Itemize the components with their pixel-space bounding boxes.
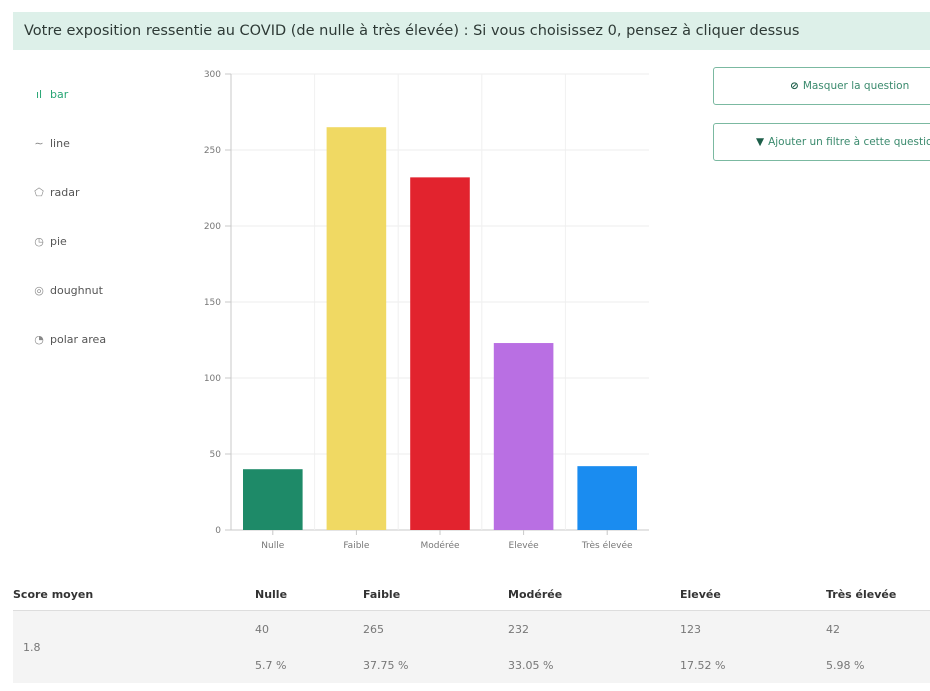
y-tick-label: 200 [204, 222, 221, 232]
y-tick-label: 100 [204, 374, 221, 384]
stats-header: Faible [363, 578, 508, 611]
bar [326, 127, 387, 530]
polar-area-icon: ◔ [34, 332, 44, 346]
bar-chart: 0 50 100 150 200 250 300 Nulle Faible Modérée Elev… [204, 70, 649, 551]
question-title: Votre exposition ressentie au COVID (de … [13, 12, 930, 50]
hide-question-label: Masquer la question [802, 80, 910, 92]
x-tick-label: Nulle [261, 541, 284, 551]
y-tick-label: 300 [204, 70, 221, 80]
stats-header: Très élevée [826, 578, 930, 611]
bar-chart-icon: ıl [35, 87, 43, 101]
percent-cell: 17.52 % [680, 647, 826, 683]
percent-cell: 37.75 % [363, 647, 508, 683]
percent-cell: 5.7 % [255, 647, 363, 683]
bar [493, 343, 554, 530]
x-tick-label: Elevée [509, 540, 540, 551]
chart-type-label: pie [50, 234, 67, 248]
radar-chart-icon: ⬠ [34, 185, 44, 199]
chart-type-label: bar [50, 87, 69, 101]
stats-counts-row: 1.8 40 265 232 123 42 [13, 610, 930, 683]
eye-slash-icon: ⊘ [790, 80, 799, 92]
chart-type-selector: ıl bar ∼ line ⬠ radar ◷ pie ◎ doughnut ◔ polar area [32, 82, 106, 376]
line-chart-icon: ∼ [34, 136, 44, 150]
stats-header: Nulle [255, 578, 363, 611]
x-tick-label: Très élevée [581, 540, 633, 551]
chart-type-radar[interactable]: ⬠ radar [32, 180, 106, 204]
chart-type-pie[interactable]: ◷ pie [32, 229, 106, 253]
chart-type-polar-area[interactable]: ◔ polar area [32, 327, 106, 351]
doughnut-chart-icon: ◎ [34, 283, 44, 297]
bar [577, 466, 637, 530]
count-cell: 232 [508, 610, 680, 647]
count-cell: 265 [363, 610, 508, 647]
stats-percents-row: 5.7 % 37.75 % 33.05 % 17.52 % 5.98 % [13, 647, 930, 683]
count-cell: 40 [255, 610, 363, 647]
stats-header: Modérée [508, 578, 680, 611]
mean-score: 1.8 [13, 610, 255, 683]
count-cell: 123 [680, 610, 826, 647]
chart-type-label: radar [50, 185, 80, 199]
y-tick-label: 0 [215, 526, 221, 536]
stats-table: Score moyen Nulle Faible Modérée Elevée … [13, 578, 930, 683]
bar [410, 177, 470, 531]
count-cell: 42 [826, 610, 930, 647]
chart-type-bar[interactable]: ıl bar [32, 82, 106, 106]
hide-question-button[interactable]: ⊘ Masquer la question [713, 67, 930, 105]
filter-icon: ▼ [756, 136, 765, 148]
y-tick-label: 50 [210, 450, 222, 460]
bar [243, 469, 303, 530]
percent-cell: 5.98 % [826, 647, 930, 683]
x-tick-label: Modérée [420, 540, 460, 551]
y-tick-label: 150 [204, 298, 221, 308]
chart-type-line[interactable]: ∼ line [32, 131, 106, 155]
stats-header: Score moyen [13, 578, 255, 611]
stats-header: Elevée [680, 578, 826, 611]
percent-cell: 33.05 % [508, 647, 680, 683]
y-tick-label: 250 [204, 146, 221, 156]
chart-type-label: doughnut [50, 283, 103, 297]
pie-chart-icon: ◷ [34, 234, 44, 248]
chart-type-label: polar area [50, 332, 107, 346]
chart-type-label: line [50, 136, 70, 150]
chart-type-doughnut[interactable]: ◎ doughnut [32, 278, 106, 302]
add-filter-label: Ajouter un filtre à cette question [768, 136, 930, 148]
add-filter-button[interactable]: ▼ Ajouter un filtre à cette question [713, 123, 930, 161]
stats-header-row: Score moyen Nulle Faible Modérée Elevée … [13, 578, 930, 611]
x-tick-label: Faible [343, 541, 370, 551]
